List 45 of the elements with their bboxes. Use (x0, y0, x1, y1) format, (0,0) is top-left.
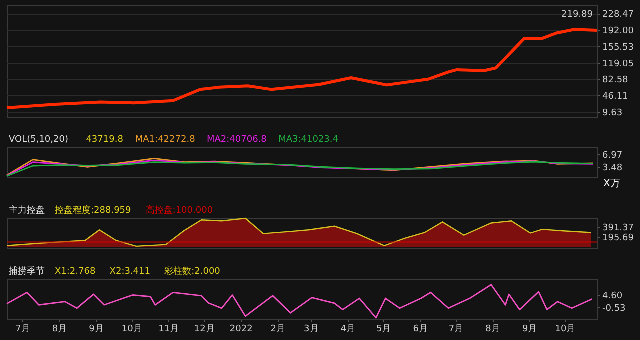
y-tick-label: 3.48 (602, 164, 623, 174)
x-tick-label: 8月 (52, 324, 68, 334)
y-tick-label: 192.00 (602, 26, 634, 37)
y-axis-title: X万 (604, 178, 620, 190)
x-tick-label: 8月 (486, 324, 500, 334)
x-tick-label: 2月 (270, 324, 286, 334)
x-tick-label: 12月 (194, 324, 215, 334)
chart-title: VOL(5,10,20) (9, 135, 68, 145)
x-tick-label: 7月 (16, 324, 30, 334)
text: 彩柱数:2.000 (164, 266, 221, 277)
y-tick-label: 9.63 (602, 108, 623, 118)
x-tick-label: 11月 (158, 324, 180, 334)
annotation: 219.89 (562, 10, 594, 20)
y-tick-label: 155.53 (602, 42, 634, 53)
y-tick-label: 119.05 (602, 59, 634, 70)
line-series (6, 284, 593, 319)
text: X2:3.411 (110, 267, 151, 277)
x-tick-label: 6月 (413, 324, 428, 334)
y-tick-label: -0.53 (602, 304, 626, 314)
text: MA2:40706.8 (207, 135, 268, 145)
y-tick-label: 4.60 (602, 292, 623, 302)
y-tick-label: 228.47 (602, 10, 634, 20)
text: 43719.8 (86, 135, 124, 145)
text: MA1:42272.8 (135, 135, 196, 145)
y-tick-label: 82.58 (602, 76, 629, 86)
y-tick-label: 46.11 (602, 92, 628, 102)
text: MA3:41023.4 (278, 135, 339, 145)
text: X1:2.768 (55, 267, 96, 277)
x-tick-label: 5月 (376, 324, 392, 334)
x-tick-label: 7月 (448, 324, 464, 334)
x-tick-label: 4月 (340, 324, 356, 334)
x-tick-label: 9月 (89, 324, 104, 334)
x-tick-label: 9月 (522, 324, 538, 334)
chart-title: 主力控盘 (9, 205, 45, 216)
ref-line-label: 高控盘:100.000 (146, 205, 214, 216)
y-tick-label: 391.37 (602, 223, 634, 234)
text: 控盘程度:288.959 (55, 205, 132, 216)
y-tick-label: 6.97 (602, 150, 623, 161)
x-tick-label: 10月 (555, 324, 576, 334)
chart-title: 捕捞季节 (9, 266, 45, 277)
x-tick-label: 10月 (122, 324, 142, 334)
x-tick-label: 3月 (304, 324, 319, 334)
line-series (6, 28, 598, 110)
x-tick-label: 2022 (230, 324, 253, 334)
y-tick-label: 195.69 (602, 234, 634, 244)
